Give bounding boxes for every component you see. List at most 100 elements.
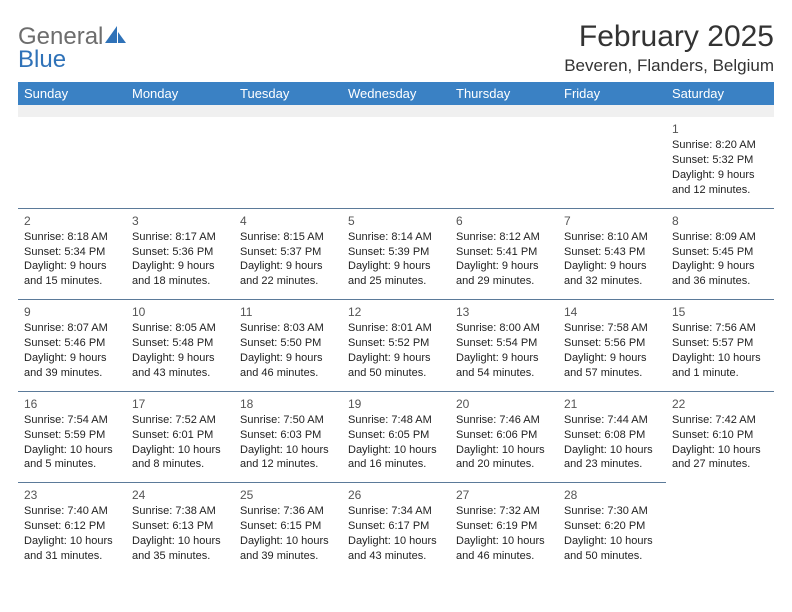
logo: General Blue — [18, 20, 127, 72]
day-cell: 10Sunrise: 8:05 AMSunset: 5:48 PMDayligh… — [126, 300, 234, 392]
day-number: 20 — [456, 396, 552, 412]
sunset-text: Sunset: 6:05 PM — [348, 428, 444, 443]
daylight-text: Daylight: 10 hours and 50 minutes. — [564, 534, 660, 564]
daylight-text: Daylight: 10 hours and 12 minutes. — [240, 443, 336, 473]
sunrise-text: Sunrise: 8:09 AM — [672, 230, 768, 245]
day-cell: 8Sunrise: 8:09 AMSunset: 5:45 PMDaylight… — [666, 208, 774, 300]
calendar-table: SundayMondayTuesdayWednesdayThursdayFrid… — [18, 82, 774, 574]
sunset-text: Sunset: 5:48 PM — [132, 336, 228, 351]
empty-cell — [342, 117, 450, 208]
sunrise-text: Sunrise: 8:14 AM — [348, 230, 444, 245]
day-cell: 21Sunrise: 7:44 AMSunset: 6:08 PMDayligh… — [558, 391, 666, 483]
day-cell: 23Sunrise: 7:40 AMSunset: 6:12 PMDayligh… — [18, 483, 126, 574]
sunrise-text: Sunrise: 8:00 AM — [456, 321, 552, 336]
daylight-text: Daylight: 10 hours and 43 minutes. — [348, 534, 444, 564]
sunset-text: Sunset: 5:37 PM — [240, 245, 336, 260]
sunrise-text: Sunrise: 8:05 AM — [132, 321, 228, 336]
day-number: 8 — [672, 213, 768, 229]
day-header: Friday — [558, 82, 666, 105]
logo-text: General Blue — [18, 26, 127, 72]
empty-cell — [558, 117, 666, 208]
day-cell: 25Sunrise: 7:36 AMSunset: 6:15 PMDayligh… — [234, 483, 342, 574]
day-cell: 22Sunrise: 7:42 AMSunset: 6:10 PMDayligh… — [666, 391, 774, 483]
sunrise-text: Sunrise: 7:40 AM — [24, 504, 120, 519]
week-row: 23Sunrise: 7:40 AMSunset: 6:12 PMDayligh… — [18, 483, 774, 574]
day-number: 24 — [132, 487, 228, 503]
title-block: February 2025 Beveren, Flanders, Belgium — [564, 20, 774, 76]
day-number: 19 — [348, 396, 444, 412]
day-cell: 6Sunrise: 8:12 AMSunset: 5:41 PMDaylight… — [450, 208, 558, 300]
sunrise-text: Sunrise: 7:38 AM — [132, 504, 228, 519]
daylight-text: Daylight: 10 hours and 8 minutes. — [132, 443, 228, 473]
sunset-text: Sunset: 6:06 PM — [456, 428, 552, 443]
sunrise-text: Sunrise: 7:56 AM — [672, 321, 768, 336]
sunrise-text: Sunrise: 8:17 AM — [132, 230, 228, 245]
day-number: 1 — [672, 121, 768, 137]
daylight-text: Daylight: 9 hours and 18 minutes. — [132, 259, 228, 289]
daylight-text: Daylight: 9 hours and 50 minutes. — [348, 351, 444, 381]
sunset-text: Sunset: 5:56 PM — [564, 336, 660, 351]
daylight-text: Daylight: 10 hours and 5 minutes. — [24, 443, 120, 473]
day-cell: 9Sunrise: 8:07 AMSunset: 5:46 PMDaylight… — [18, 300, 126, 392]
day-cell: 12Sunrise: 8:01 AMSunset: 5:52 PMDayligh… — [342, 300, 450, 392]
sunset-text: Sunset: 5:59 PM — [24, 428, 120, 443]
sunset-text: Sunset: 5:34 PM — [24, 245, 120, 260]
sunrise-text: Sunrise: 7:54 AM — [24, 413, 120, 428]
sunset-text: Sunset: 6:03 PM — [240, 428, 336, 443]
sunrise-text: Sunrise: 7:50 AM — [240, 413, 336, 428]
day-header: Saturday — [666, 82, 774, 105]
daylight-text: Daylight: 9 hours and 22 minutes. — [240, 259, 336, 289]
day-cell: 18Sunrise: 7:50 AMSunset: 6:03 PMDayligh… — [234, 391, 342, 483]
day-number: 12 — [348, 304, 444, 320]
daylight-text: Daylight: 10 hours and 35 minutes. — [132, 534, 228, 564]
sunrise-text: Sunrise: 7:58 AM — [564, 321, 660, 336]
day-header: Wednesday — [342, 82, 450, 105]
day-number: 26 — [348, 487, 444, 503]
day-cell: 15Sunrise: 7:56 AMSunset: 5:57 PMDayligh… — [666, 300, 774, 392]
day-cell: 28Sunrise: 7:30 AMSunset: 6:20 PMDayligh… — [558, 483, 666, 574]
sunrise-text: Sunrise: 8:18 AM — [24, 230, 120, 245]
day-cell: 16Sunrise: 7:54 AMSunset: 5:59 PMDayligh… — [18, 391, 126, 483]
day-number: 28 — [564, 487, 660, 503]
day-number: 7 — [564, 213, 660, 229]
day-number: 21 — [564, 396, 660, 412]
daylight-text: Daylight: 10 hours and 46 minutes. — [456, 534, 552, 564]
day-header: Tuesday — [234, 82, 342, 105]
day-header: Monday — [126, 82, 234, 105]
daylight-text: Daylight: 10 hours and 31 minutes. — [24, 534, 120, 564]
daylight-text: Daylight: 9 hours and 46 minutes. — [240, 351, 336, 381]
sunrise-text: Sunrise: 8:12 AM — [456, 230, 552, 245]
month-title: February 2025 — [564, 20, 774, 54]
daylight-text: Daylight: 9 hours and 15 minutes. — [24, 259, 120, 289]
daylight-text: Daylight: 10 hours and 20 minutes. — [456, 443, 552, 473]
header: General Blue February 2025 Beveren, Flan… — [18, 20, 774, 76]
day-cell: 5Sunrise: 8:14 AMSunset: 5:39 PMDaylight… — [342, 208, 450, 300]
day-number: 27 — [456, 487, 552, 503]
daylight-text: Daylight: 9 hours and 12 minutes. — [672, 168, 768, 198]
day-cell: 4Sunrise: 8:15 AMSunset: 5:37 PMDaylight… — [234, 208, 342, 300]
sunrise-text: Sunrise: 7:44 AM — [564, 413, 660, 428]
sunset-text: Sunset: 6:12 PM — [24, 519, 120, 534]
daylight-text: Daylight: 10 hours and 23 minutes. — [564, 443, 660, 473]
day-number: 6 — [456, 213, 552, 229]
daylight-text: Daylight: 9 hours and 25 minutes. — [348, 259, 444, 289]
sunrise-text: Sunrise: 7:32 AM — [456, 504, 552, 519]
day-cell: 13Sunrise: 8:00 AMSunset: 5:54 PMDayligh… — [450, 300, 558, 392]
daylight-text: Daylight: 9 hours and 36 minutes. — [672, 259, 768, 289]
sunset-text: Sunset: 5:46 PM — [24, 336, 120, 351]
daylight-text: Daylight: 10 hours and 39 minutes. — [240, 534, 336, 564]
day-cell: 7Sunrise: 8:10 AMSunset: 5:43 PMDaylight… — [558, 208, 666, 300]
week-row: 2Sunrise: 8:18 AMSunset: 5:34 PMDaylight… — [18, 208, 774, 300]
calendar-body: 1Sunrise: 8:20 AMSunset: 5:32 PMDaylight… — [18, 105, 774, 574]
empty-cell — [666, 483, 774, 574]
sunset-text: Sunset: 6:17 PM — [348, 519, 444, 534]
day-header: Sunday — [18, 82, 126, 105]
sunrise-text: Sunrise: 7:36 AM — [240, 504, 336, 519]
sunset-text: Sunset: 5:50 PM — [240, 336, 336, 351]
week-row: 16Sunrise: 7:54 AMSunset: 5:59 PMDayligh… — [18, 391, 774, 483]
daylight-text: Daylight: 9 hours and 29 minutes. — [456, 259, 552, 289]
logo-blue: Blue — [18, 46, 66, 73]
sunrise-text: Sunrise: 8:15 AM — [240, 230, 336, 245]
calendar-header-row: SundayMondayTuesdayWednesdayThursdayFrid… — [18, 82, 774, 105]
day-number: 3 — [132, 213, 228, 229]
